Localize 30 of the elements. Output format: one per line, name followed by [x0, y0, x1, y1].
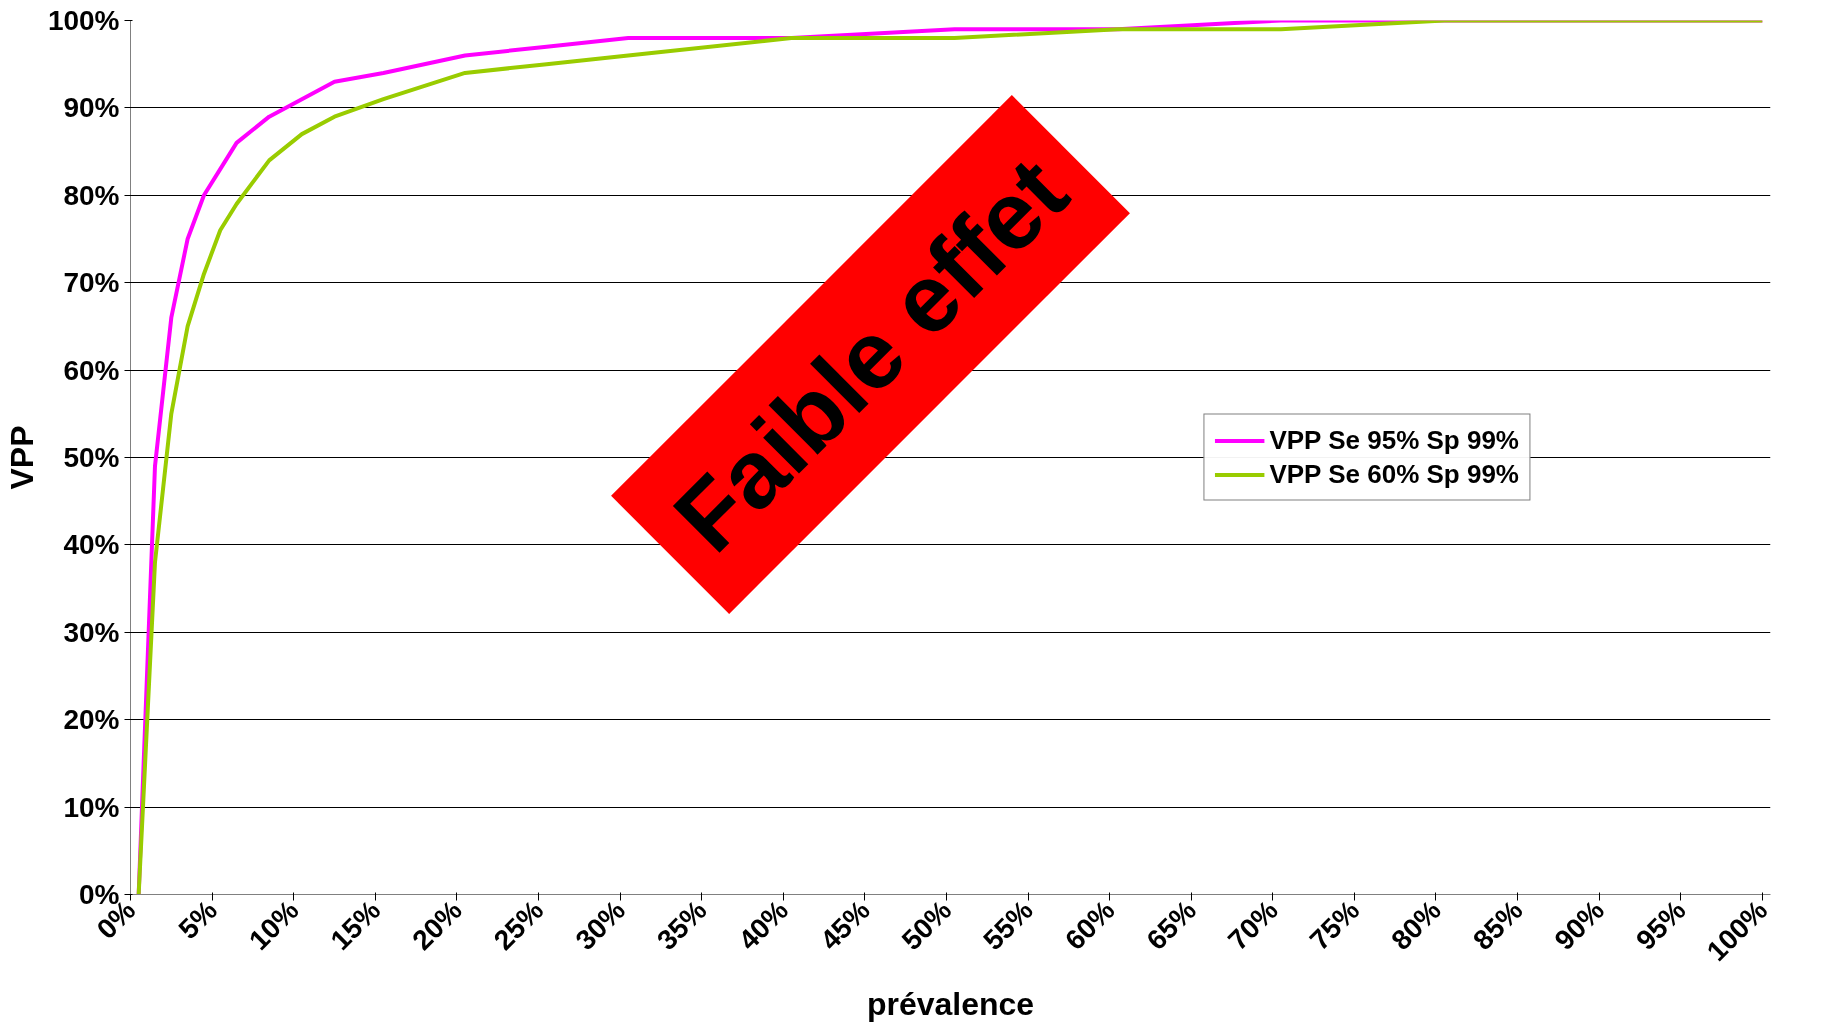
x-tick-label: 40% [732, 894, 795, 957]
x-tick-label: 60% [1059, 894, 1121, 957]
legend-label: VPP Se 60% Sp 99% [1269, 458, 1519, 490]
x-tick-label: 30% [569, 894, 632, 957]
x-tick-label: 55% [977, 894, 1040, 957]
y-tick-label: 50% [63, 442, 120, 473]
y-tick-label: 30% [63, 616, 120, 648]
y-tick-label: 80% [63, 179, 120, 211]
legend-label: VPP Se 95% Sp 99% [1269, 424, 1519, 456]
x-tick-label: 45% [814, 894, 876, 957]
x-tick-label: 80% [1385, 894, 1448, 957]
y-tick-label: 60% [63, 354, 120, 386]
x-tick-label: 90% [1548, 894, 1611, 957]
x-axis-title: prévalence [866, 986, 1035, 1023]
x-tick-label: 35% [651, 894, 713, 957]
x-tick-label: 5% [172, 894, 224, 946]
y-tick-label: 40% [63, 529, 120, 561]
x-tick-label: 50% [895, 894, 958, 957]
x-tick-label: 85% [1466, 894, 1529, 957]
x-tick-label: 95% [1630, 894, 1692, 957]
x-tick-label: 75% [1303, 894, 1366, 957]
x-tick-label: 65% [1140, 894, 1203, 957]
line-series [136, 20, 1765, 895]
y-tick-label: 20% [63, 704, 120, 736]
x-tick-label: 70% [1222, 894, 1284, 957]
y-tick-label: 100% [47, 5, 120, 36]
y-tick-label: 70% [63, 267, 120, 299]
y-tick-label: 10% [63, 791, 120, 823]
y-tick-label: 90% [63, 92, 120, 124]
y-axis-title: VPP [3, 425, 40, 490]
